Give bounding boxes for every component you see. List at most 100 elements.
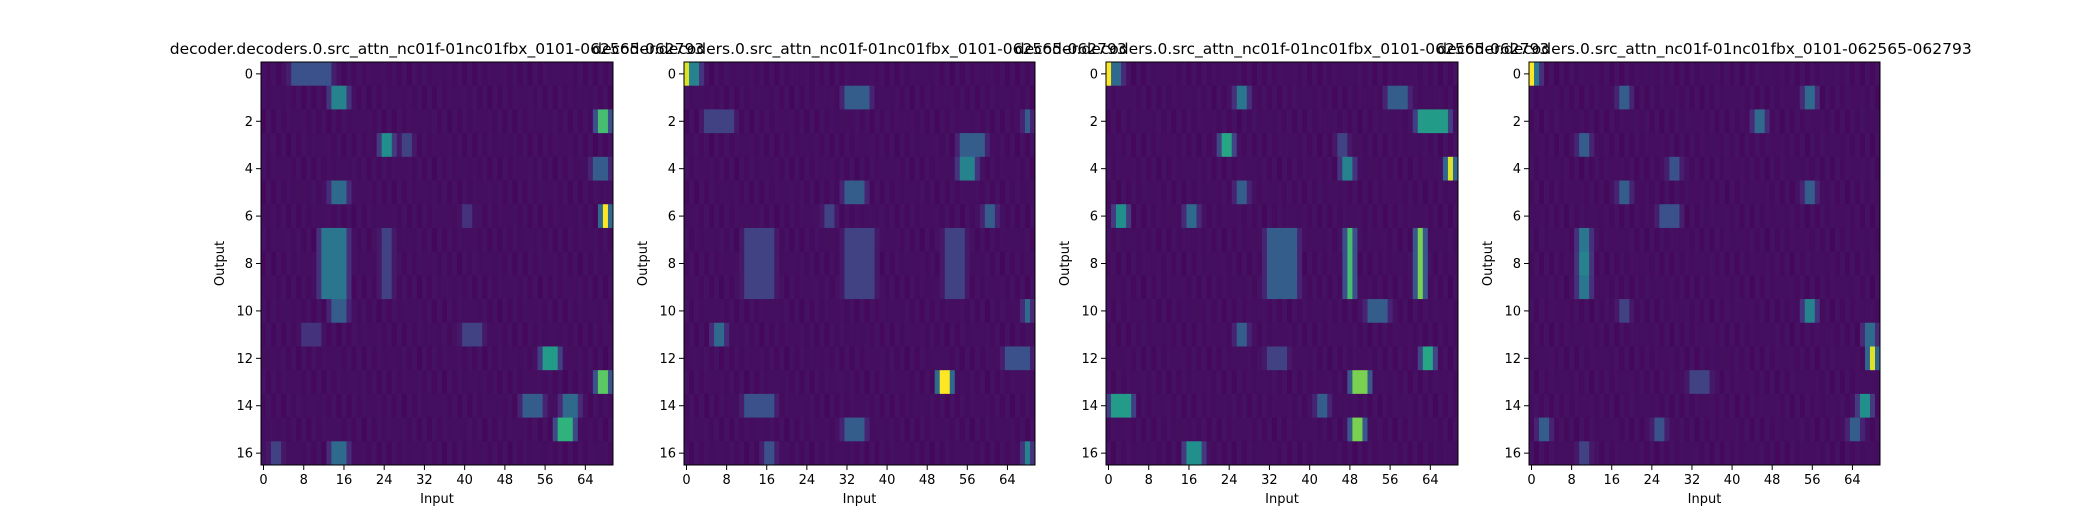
heatmap-cell bbox=[1347, 156, 1353, 181]
heatmap-cell bbox=[1186, 156, 1192, 181]
heatmap-cell bbox=[779, 109, 785, 134]
heatmap-cell bbox=[964, 417, 971, 442]
heatmap-cell bbox=[1644, 62, 1650, 87]
heatmap-cell bbox=[1869, 275, 1876, 300]
heatmap-cell bbox=[1201, 393, 1207, 418]
heatmap-cell bbox=[1684, 62, 1690, 87]
heatmap-cell bbox=[552, 275, 559, 300]
heatmap-cell bbox=[974, 370, 981, 395]
heatmap-cell bbox=[899, 156, 906, 181]
heatmap-cell bbox=[1699, 417, 1705, 442]
heatmap-cell bbox=[859, 275, 865, 300]
heatmap-cell bbox=[1679, 393, 1685, 418]
heatmap-cell bbox=[739, 204, 745, 229]
heatmap-cell bbox=[749, 204, 755, 229]
heatmap-cell bbox=[406, 85, 413, 110]
heatmap-cell bbox=[1126, 393, 1132, 418]
heatmap-row bbox=[261, 85, 614, 110]
heatmap-cell bbox=[311, 204, 317, 229]
heatmap-cell bbox=[316, 251, 322, 276]
heatmap-cell bbox=[894, 275, 901, 300]
heatmap-cell bbox=[421, 275, 428, 300]
heatmap-cell bbox=[1559, 62, 1565, 87]
heatmap-cell bbox=[934, 85, 941, 110]
heatmap-cell bbox=[1412, 251, 1419, 276]
heatmap-cell bbox=[482, 370, 488, 395]
heatmap-cell bbox=[1156, 441, 1162, 466]
heatmap-cell bbox=[854, 204, 860, 229]
heatmap-cell bbox=[497, 85, 503, 110]
heatmap-cell bbox=[1402, 133, 1409, 158]
heatmap-cell bbox=[1397, 204, 1404, 229]
heatmap-cell bbox=[1196, 251, 1202, 276]
heatmap-cell bbox=[1539, 370, 1545, 395]
heatmap-cell bbox=[1231, 370, 1238, 395]
heatmap-cell bbox=[296, 109, 302, 134]
x-tick-label: 0 bbox=[682, 473, 690, 488]
heatmap-cell bbox=[939, 370, 946, 395]
heatmap-cell bbox=[371, 251, 378, 276]
heatmap-cell bbox=[592, 346, 599, 371]
heatmap-cell bbox=[684, 227, 690, 253]
heatmap-cell bbox=[1302, 85, 1308, 110]
heatmap-cell bbox=[1674, 109, 1680, 134]
heatmap-cell bbox=[1749, 346, 1756, 371]
heatmap-cell bbox=[421, 85, 428, 110]
heatmap-cell bbox=[1749, 393, 1756, 418]
heatmap-cell bbox=[794, 370, 800, 395]
heatmap-cell bbox=[1789, 227, 1796, 253]
heatmap-cell bbox=[1644, 441, 1650, 466]
heatmap-row bbox=[1106, 299, 1459, 324]
heatmap-cell bbox=[1211, 85, 1218, 110]
heatmap-cell bbox=[984, 251, 991, 276]
heatmap-cell bbox=[1111, 204, 1117, 229]
heatmap-cell bbox=[1422, 417, 1429, 442]
heatmap-cell bbox=[1724, 109, 1730, 134]
heatmap-cell bbox=[819, 62, 825, 87]
heatmap-cell bbox=[969, 227, 976, 253]
heatmap-cell bbox=[467, 417, 473, 442]
heatmap-cell bbox=[939, 275, 946, 300]
heatmap-cell bbox=[919, 156, 926, 181]
heatmap-cell bbox=[729, 133, 735, 158]
heatmap-cell bbox=[1854, 156, 1861, 181]
heatmap-cell bbox=[522, 370, 528, 395]
heatmap-cell bbox=[1186, 346, 1192, 371]
heatmap-cell bbox=[1251, 393, 1258, 418]
heatmap-cell bbox=[1554, 62, 1560, 87]
heatmap-cell bbox=[1704, 441, 1710, 466]
heatmap-cell bbox=[1407, 133, 1414, 158]
heatmap-cell bbox=[1266, 156, 1273, 181]
heatmap-cell bbox=[271, 322, 277, 347]
heatmap-cell bbox=[1131, 109, 1137, 134]
heatmap-cell bbox=[437, 85, 443, 110]
heatmap-cell bbox=[1407, 204, 1414, 229]
heatmap-cell bbox=[1221, 109, 1228, 134]
heatmap-cell bbox=[1327, 156, 1333, 181]
heatmap-cell bbox=[331, 299, 337, 324]
heatmap-cell bbox=[406, 62, 413, 87]
heatmap-cell bbox=[1196, 62, 1202, 87]
heatmap-cell bbox=[994, 156, 1001, 181]
heatmap-cell bbox=[1261, 204, 1268, 229]
heatmap-cell bbox=[689, 85, 695, 110]
heatmap-cell bbox=[1337, 393, 1343, 418]
heatmap-cell bbox=[1121, 180, 1127, 205]
heatmap-cell bbox=[1442, 204, 1449, 229]
heatmap-cell bbox=[1327, 346, 1333, 371]
heatmap-cell bbox=[582, 85, 589, 110]
heatmap-cell bbox=[784, 441, 790, 466]
heatmap-cell bbox=[1312, 62, 1318, 87]
heatmap-cell bbox=[1614, 180, 1620, 205]
heatmap-cell bbox=[1437, 204, 1444, 229]
heatmap-cell bbox=[1739, 133, 1746, 158]
heatmap-cell bbox=[431, 251, 438, 276]
heatmap-cell bbox=[482, 322, 488, 347]
heatmap-cell bbox=[754, 393, 760, 418]
heatmap-cell bbox=[769, 251, 775, 276]
heatmap-cell bbox=[769, 109, 775, 134]
heatmap-cell bbox=[794, 393, 800, 418]
heatmap-cell bbox=[1382, 299, 1388, 324]
heatmap-cell bbox=[914, 133, 921, 158]
heatmap-cell bbox=[1809, 370, 1816, 395]
